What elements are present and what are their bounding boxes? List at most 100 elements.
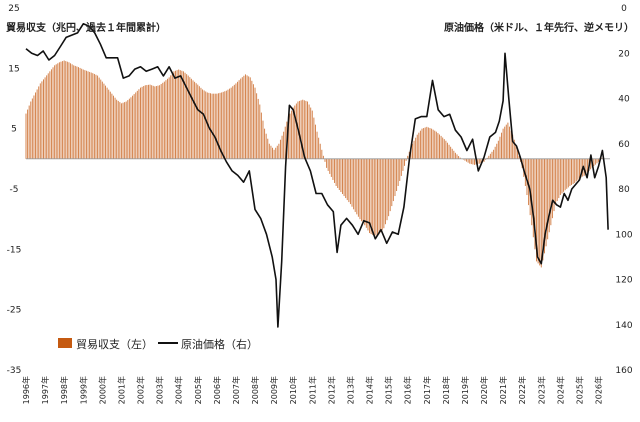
trade-balance-bar — [598, 159, 599, 162]
trade-balance-bar — [364, 159, 365, 225]
trade-balance-bar — [374, 159, 375, 236]
trade-balance-bar — [33, 95, 34, 158]
trade-balance-bar — [32, 99, 33, 159]
trade-balance-bar — [146, 85, 147, 159]
trade-balance-bar — [135, 92, 136, 158]
trade-balance-bar — [115, 98, 116, 159]
trade-balance-bar — [192, 80, 193, 158]
trade-balance-bar — [127, 100, 128, 159]
trade-balance-bar — [243, 76, 244, 159]
trade-balance-bar — [278, 144, 279, 159]
trade-balance-bar — [317, 132, 318, 159]
trade-balance-bar — [103, 84, 104, 159]
trade-balance-bar — [30, 102, 31, 159]
x-tick-label: 2021年 — [498, 376, 508, 404]
trade-balance-bar — [150, 85, 151, 159]
trade-balance-bar — [116, 100, 117, 159]
trade-balance-bar — [366, 159, 367, 228]
trade-balance-bar — [274, 150, 275, 159]
trade-balance-bar — [387, 159, 388, 220]
trade-balance-bar — [347, 159, 348, 200]
trade-balance-bar — [175, 71, 176, 159]
trade-balance-bar — [379, 159, 380, 234]
trade-balance-bar — [277, 146, 278, 159]
trade-balance-bar — [353, 159, 354, 209]
x-tick-label: 2008年 — [250, 376, 260, 404]
trade-balance-bar — [425, 127, 426, 158]
trade-balance-bar — [88, 71, 89, 158]
trade-balance-bar — [339, 159, 340, 190]
trade-balance-bar — [38, 86, 39, 158]
trade-balance-bar — [331, 159, 332, 177]
trade-balance-bar — [255, 88, 256, 159]
trade-balance-bar — [229, 89, 230, 159]
trade-balance-bar — [503, 129, 504, 159]
trade-balance-bar — [557, 159, 558, 201]
x-tick-label: 2003年 — [155, 376, 165, 404]
trade-balance-bar — [212, 94, 213, 159]
trade-balance-bar — [439, 134, 440, 158]
trade-balance-bar — [437, 133, 438, 159]
trade-balance-bar — [449, 145, 450, 159]
trade-balance-bar — [216, 94, 217, 159]
trade-balance-bar — [412, 144, 413, 159]
trade-balance-bar — [75, 66, 76, 159]
trade-balance-bar — [177, 70, 178, 159]
trade-balance-bar — [498, 141, 499, 159]
trade-balance-bar — [78, 67, 79, 159]
trade-balance-bar — [445, 141, 446, 159]
trade-balance-bar — [280, 140, 281, 159]
trade-balance-bar — [56, 64, 57, 159]
trade-balance-bar — [86, 71, 87, 159]
trade-balance-bar — [153, 86, 154, 159]
trade-balance-bar — [565, 159, 566, 190]
trade-balance-bar — [49, 71, 50, 158]
trade-balance-bar — [204, 90, 205, 158]
trade-balance-bar — [183, 71, 184, 158]
x-tick-label: 1998年 — [59, 376, 69, 404]
trade-balance-bar — [402, 159, 403, 171]
trade-balance-bar — [340, 159, 341, 192]
trade-balance-bar — [245, 74, 246, 158]
trade-balance-bar — [151, 85, 152, 159]
trade-balance-bar — [493, 150, 494, 159]
trade-balance-bar — [158, 86, 159, 159]
trade-balance-bar — [142, 87, 143, 159]
trade-balance-bar — [76, 67, 77, 159]
trade-balance-bar — [304, 100, 305, 159]
x-tick-label: 2023年 — [536, 376, 546, 404]
x-tick-label: 2016年 — [403, 376, 413, 404]
trade-balance-bar — [196, 83, 197, 159]
trade-balance-bar — [324, 159, 325, 162]
trade-balance-bar — [62, 61, 63, 159]
trade-balance-bar — [423, 128, 424, 159]
trade-balance-bar — [290, 114, 291, 159]
trade-balance-bar — [258, 99, 259, 159]
trade-balance-bar — [507, 123, 508, 159]
trade-balance-bar — [191, 79, 192, 159]
right-tick-label: 100 — [615, 230, 632, 240]
trade-balance-bar — [57, 63, 58, 159]
trade-balance-bar — [549, 159, 550, 232]
trade-balance-bar — [118, 101, 119, 159]
trade-balance-bar — [73, 65, 74, 159]
trade-balance-bar — [309, 105, 310, 159]
trade-balance-bar — [398, 159, 399, 186]
trade-balance-bar — [72, 64, 73, 159]
x-tick-label: 1997年 — [40, 376, 50, 404]
right-tick-label: 60 — [618, 140, 630, 150]
legend-label-line: 原油価格（右） — [181, 337, 258, 351]
trade-balance-bar — [248, 76, 249, 158]
trade-balance-bar — [51, 69, 52, 158]
trade-balance-bar — [479, 159, 480, 164]
trade-balance-bar — [235, 83, 236, 158]
trade-balance-bar — [447, 143, 448, 159]
trade-balance-bar — [355, 159, 356, 212]
trade-balance-bar — [270, 146, 271, 159]
trade-balance-bar — [173, 71, 174, 158]
trade-balance-bar — [148, 85, 149, 159]
trade-balance-bar — [334, 159, 335, 183]
trade-balance-bar — [226, 91, 227, 159]
trade-balance-bar — [444, 139, 445, 159]
left-tick-label: 15 — [8, 64, 19, 74]
